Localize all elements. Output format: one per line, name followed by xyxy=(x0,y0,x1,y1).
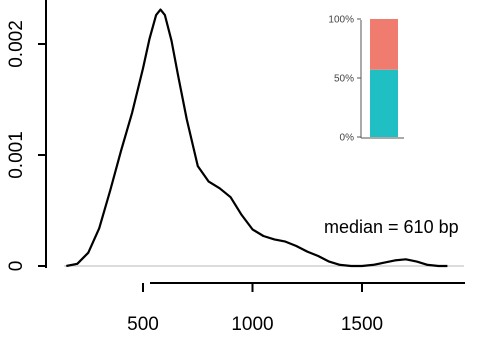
y-axis-ticks: 0 0.001 0.002 xyxy=(6,20,46,271)
density-curve xyxy=(66,8,448,268)
inset-tick-label: 100% xyxy=(328,15,354,26)
inset-stacked-bar: 0% 50% 100% xyxy=(328,15,404,144)
median-annotation: median = 610 bp xyxy=(324,217,459,237)
x-tick-label: 500 xyxy=(127,314,159,335)
inset-tick-label: 50% xyxy=(334,74,354,85)
inset-bar-segment xyxy=(370,69,398,137)
y-tick-label: 0.002 xyxy=(6,20,27,68)
y-tick-label: 0.001 xyxy=(6,131,27,179)
inset-tick-label: 0% xyxy=(340,133,355,144)
y-tick-label: 0 xyxy=(6,261,27,272)
x-tick-label: 1500 xyxy=(341,314,383,335)
x-tick-label: 1000 xyxy=(231,314,273,335)
x-axis-ticks: 500 1000 1500 xyxy=(127,283,383,335)
inset-bar-segment xyxy=(370,19,398,70)
